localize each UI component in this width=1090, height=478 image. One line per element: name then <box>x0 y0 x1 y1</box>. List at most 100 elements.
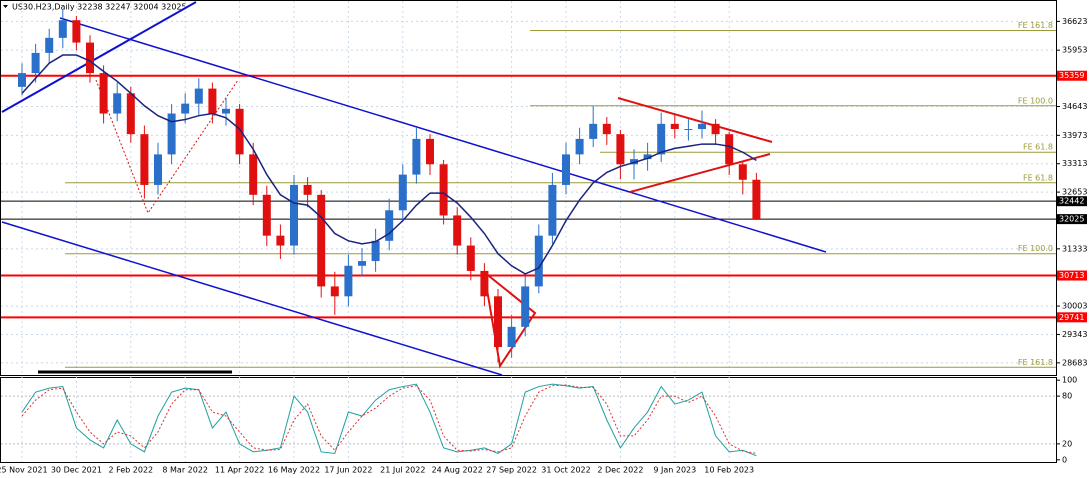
y-tick-label: 30003 <box>1062 302 1087 311</box>
candle-body <box>31 52 40 74</box>
candle-body <box>249 154 258 195</box>
x-tick-label: 9 Jan 2023 <box>653 466 696 475</box>
candle-body <box>589 123 598 139</box>
candle-body <box>140 134 149 185</box>
fibo-label: FE 161.8 <box>1018 21 1053 30</box>
y-tick-label: 29343 <box>1062 330 1087 339</box>
triangle-line <box>629 153 771 193</box>
candle-body <box>181 103 190 114</box>
candle-body <box>466 245 475 271</box>
x-tick-label: 2 Dec 2022 <box>597 466 643 475</box>
x-tick-label: 16 May 2022 <box>268 466 320 475</box>
candle-body <box>208 88 217 114</box>
y-tick-label: 28683 <box>1062 358 1087 367</box>
candle-body <box>738 164 747 180</box>
candle-body <box>303 184 312 195</box>
price-panel-frame <box>0 0 1057 376</box>
candle-body <box>616 134 625 165</box>
x-tick-label: 30 Dec 2021 <box>51 466 102 475</box>
candle-body <box>453 215 462 246</box>
level-label: 35359 <box>1059 71 1084 80</box>
moving-average <box>21 54 757 275</box>
candle-body <box>439 164 448 216</box>
x-tick-label: 24 Aug 2022 <box>432 466 483 475</box>
candle-body <box>72 20 81 43</box>
candle-body <box>534 235 543 287</box>
candle-body <box>643 154 652 160</box>
x-tick-label: 10 Feb 2023 <box>704 466 754 475</box>
candle-body <box>657 123 666 155</box>
y-tick-label: 35953 <box>1062 46 1087 55</box>
x-tick-label: 2 Feb 2022 <box>108 466 153 475</box>
candle-body <box>290 184 298 246</box>
level-box <box>1057 214 1087 225</box>
x-tick-label: 8 Mar 2022 <box>162 466 208 475</box>
fibo-label: FE 100.0 <box>1018 244 1053 253</box>
x-tick-label: 25 Nov 2021 <box>0 466 48 475</box>
channel-line <box>59 17 827 253</box>
candle-body <box>222 108 230 114</box>
candle-body <box>398 174 407 211</box>
candle-body <box>698 123 706 130</box>
candle-body <box>45 37 54 53</box>
level-label: 30713 <box>1059 271 1084 280</box>
candle-body <box>276 235 285 246</box>
candle-body <box>752 179 761 220</box>
y-tick-label: 33313 <box>1062 159 1087 168</box>
level-box <box>1057 70 1087 81</box>
x-tick-label: 27 Sep 2022 <box>486 466 537 475</box>
fibo-label: FE 61.8 <box>1023 173 1053 182</box>
candle-body <box>602 123 611 135</box>
level-label: 29741 <box>1059 313 1084 322</box>
candle-body <box>167 113 176 155</box>
x-tick-label: 21 Jul 2022 <box>380 466 425 475</box>
candle-body <box>126 93 135 135</box>
y-tick-label: 31333 <box>1062 244 1087 253</box>
candle-body <box>371 240 380 262</box>
trend-line <box>1 1 197 113</box>
candle-body <box>154 154 162 185</box>
stoch-line <box>21 384 757 454</box>
level-box <box>1057 196 1087 207</box>
x-tick-label: 17 Jun 2022 <box>324 466 372 475</box>
candle-body <box>194 88 203 104</box>
candle-body <box>317 194 326 287</box>
y-tick-label: 33973 <box>1062 131 1087 140</box>
candle-body <box>99 73 108 114</box>
candle-body <box>262 194 271 236</box>
drawings <box>1 1 827 376</box>
candle-body <box>711 123 720 135</box>
triangle-line <box>617 97 773 143</box>
candle-body <box>507 326 516 348</box>
y-tick-label: 80 <box>1062 392 1072 401</box>
triangle-pattern <box>483 271 537 369</box>
level-label: 32025 <box>1059 215 1084 224</box>
level-box <box>1057 312 1087 323</box>
candle-body <box>684 129 693 131</box>
candle-body <box>86 42 94 74</box>
candle-body <box>412 138 421 175</box>
chart-title: US30.H23,Daily 32238 32247 32004 32025 <box>12 3 187 12</box>
candle-body <box>385 210 394 241</box>
candle-body <box>548 184 557 236</box>
candle-body <box>521 286 530 327</box>
y-tick-label: 20 <box>1062 439 1072 448</box>
candle-body <box>562 154 570 185</box>
candle-body <box>426 138 434 165</box>
candle-body <box>630 159 638 165</box>
fibo-label: FE 100.0 <box>1018 96 1053 105</box>
y-tick-label: 36623 <box>1062 17 1087 26</box>
y-tick-label: 34643 <box>1062 102 1087 111</box>
candle-body <box>113 93 122 114</box>
candle-body <box>18 73 26 87</box>
y-tick-label: 0 <box>1062 455 1067 464</box>
candle-body <box>575 138 584 155</box>
level-box <box>1057 270 1087 281</box>
x-tick-label: 11 Apr 2022 <box>215 466 264 475</box>
menu-arrow <box>3 5 8 8</box>
candle-body <box>358 261 366 266</box>
fibo-label: FE 61.8 <box>1023 143 1053 152</box>
level-label: 32442 <box>1059 197 1084 206</box>
candle-body <box>330 286 339 297</box>
